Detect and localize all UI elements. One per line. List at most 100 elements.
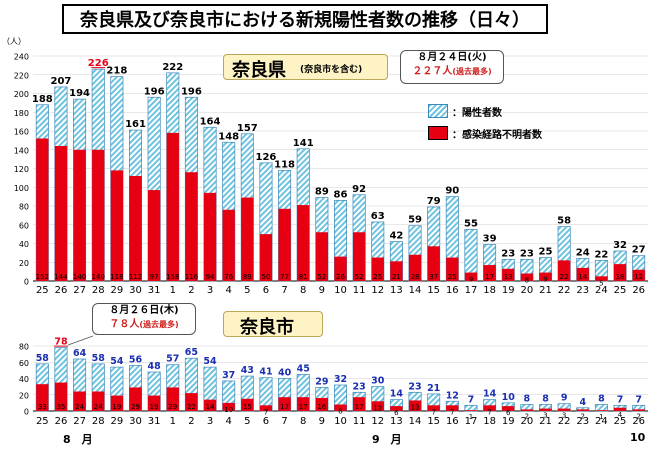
data-label-unknown: 116 [185,273,199,281]
data-label-unknown: 81 [299,273,308,281]
x-tick-label: 16 [446,416,459,427]
prefecture-chart: 0204060801001201401601802002202401881522… [14,53,648,296]
bar-unknown [110,395,124,411]
data-label-unknown: 18 [616,273,625,281]
data-label-unknown: 52 [355,273,364,281]
data-label-unknown: 12 [634,273,643,281]
data-label-positive: 23 [408,381,421,392]
y-tick-label: 60 [19,221,29,230]
bar-positive [464,404,478,412]
x-tick-label: 25 [614,285,627,296]
bar-unknown [371,401,384,411]
bar-unknown [92,391,105,411]
x-tick-label: 12 [371,285,384,296]
x-tick-label: 20 [520,416,533,427]
x-tick-label: 5 [244,416,250,427]
data-label-unknown: 2 [581,412,585,420]
bar-unknown [408,400,422,411]
data-label-positive: 30 [371,376,385,387]
data-label-positive: 27 [632,245,646,256]
data-label-unknown: 13 [411,403,420,411]
data-label-positive: 32 [613,240,627,251]
prefecture-record-value: ２２７人 [412,66,453,77]
x-tick-label: 3 [207,285,213,296]
bar-unknown [73,149,86,281]
bar-unknown [241,398,254,411]
data-label-unknown: 140 [92,273,105,281]
y-tick-label: 60 [19,359,29,368]
y-tick-label: 160 [14,128,29,137]
data-label-unknown: 25 [373,273,382,281]
data-label-positive: 8 [598,394,605,405]
data-label-positive: 45 [297,363,310,374]
bar-unknown [576,409,589,411]
data-label-positive: 43 [241,365,254,376]
data-label-positive: 4 [579,397,586,408]
data-label-unknown: 17 [485,273,494,281]
data-label-positive: 226 [88,58,109,69]
data-label-unknown: 19 [150,403,159,411]
x-tick-label: 21 [539,285,552,296]
bar-unknown [315,232,329,281]
data-label-positive: 54 [110,356,124,367]
data-label-unknown: 94 [206,273,215,281]
data-label-unknown: 112 [129,273,142,281]
data-label-unknown: 12 [373,404,382,412]
data-label-unknown: 25 [448,273,457,281]
data-label-positive: 58 [92,353,106,364]
x-tick-label: 23 [576,416,589,427]
data-label-unknown: 37 [429,273,438,281]
bar-unknown [185,393,198,411]
x-tick-label: 17 [465,285,478,296]
bar-unknown [632,269,645,281]
data-label-unknown: 14 [578,273,587,281]
bar-unknown [185,172,198,281]
legend-positive-swatch [428,104,448,118]
bar-unknown [297,397,310,411]
month-sep: 9 月 [372,433,402,446]
x-tick-label: 6 [263,416,269,427]
y-tick-label: 20 [19,391,29,400]
month-oct: 10 [630,431,646,444]
data-label-positive: 14 [483,389,497,400]
data-label-positive: 118 [274,159,295,170]
x-tick-label: 28 [92,285,105,296]
bar-unknown [539,408,552,411]
data-label-positive: 23 [353,381,366,392]
bar-unknown [352,397,366,411]
bar-unknown [147,190,161,281]
bar-unknown [464,272,478,281]
data-label-unknown: 9 [543,276,547,284]
data-label-positive: 90 [445,186,459,197]
bar-unknown [502,406,515,411]
prefecture-label-box: 奈良県 (奈良市を含む) [223,54,388,81]
bar-unknown [315,398,329,411]
x-tick-label: 9 [319,416,325,427]
data-label-unknown: 77 [280,273,289,281]
bar-unknown [427,246,440,281]
city-record-callout: ８月２６日(木) ７８人(過去最多) [92,303,196,335]
x-tick-label: 17 [465,416,478,427]
data-label-unknown: 8 [525,277,529,285]
city-record-value: ７８人 [109,319,140,330]
data-label-positive: 57 [166,354,179,365]
data-label-unknown: 29 [131,403,140,411]
bar-unknown [408,254,422,281]
bar-unknown [222,402,235,411]
data-label-positive: 7 [635,394,642,405]
bar-unknown [390,406,403,411]
x-tick-label: 19 [502,285,515,296]
data-label-positive: 56 [129,355,143,366]
x-tick-label: 16 [446,285,459,296]
data-label-positive: 141 [293,138,314,149]
data-label-positive: 188 [32,94,53,105]
x-tick-label: 25 [36,285,49,296]
data-label-positive: 42 [389,231,403,242]
data-label-positive: 7 [468,394,475,405]
y-tick-label: 140 [14,146,29,155]
x-tick-label: 21 [539,416,552,427]
x-tick-label: 14 [409,416,422,427]
x-tick-label: 2 [188,285,194,296]
bar-unknown [36,384,49,411]
data-label-unknown: 89 [243,273,252,281]
